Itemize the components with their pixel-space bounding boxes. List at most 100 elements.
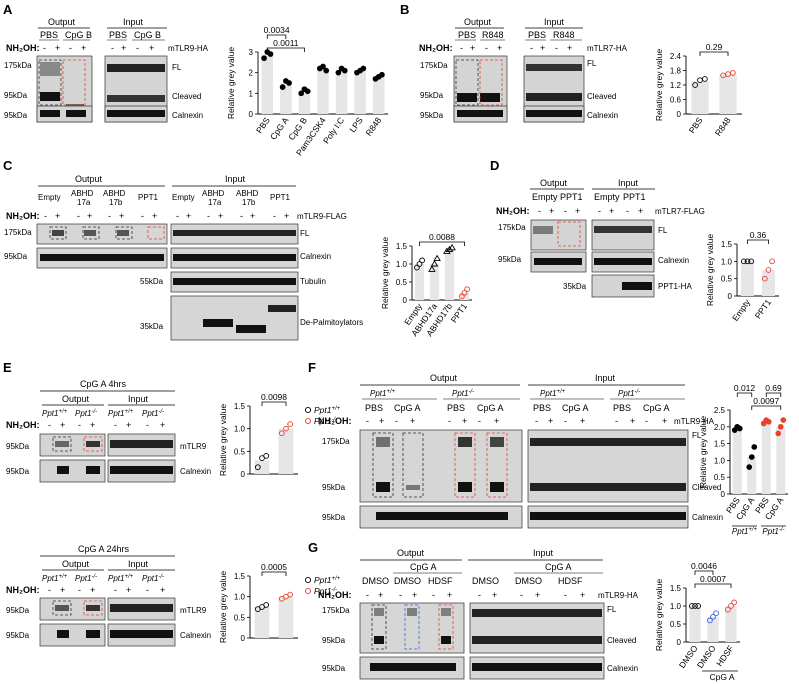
data-point xyxy=(419,257,425,264)
svg-text:+: + xyxy=(81,43,86,53)
data-point xyxy=(459,293,465,300)
data-point xyxy=(416,261,423,267)
nh2oh-label: NH₂OH: xyxy=(6,211,40,221)
svg-text:PBS: PBS xyxy=(365,403,383,413)
mw-label: 95kDa xyxy=(498,255,522,264)
mw-label: 95kDa xyxy=(4,91,28,100)
svg-text:+: + xyxy=(119,211,124,221)
p-value: 0.0088 xyxy=(429,232,455,242)
input-label: Input xyxy=(128,394,149,404)
svg-text:+: + xyxy=(218,211,223,221)
p-value: 0.0046 xyxy=(691,561,717,571)
band-label: Calnexin xyxy=(180,631,211,640)
svg-text:-: - xyxy=(485,43,488,53)
y-axis-label: Relative grey value xyxy=(698,416,708,489)
svg-text:-: - xyxy=(615,416,618,426)
svg-text:-: - xyxy=(478,416,481,426)
svg-text:-: - xyxy=(564,206,567,216)
svg-text:-: - xyxy=(146,420,149,430)
data-point xyxy=(443,247,451,254)
band-label: Calnexin xyxy=(172,111,203,120)
cond-label: PBS xyxy=(458,30,476,40)
y-axis-label: Relative grey value xyxy=(218,571,228,644)
svg-text:+: + xyxy=(55,211,60,221)
band-label: Cleaved xyxy=(172,92,201,101)
band-label: FL xyxy=(607,605,617,614)
svg-text:-: - xyxy=(111,43,114,53)
svg-text:Ppt1+/+: Ppt1+/+ xyxy=(540,389,566,398)
data-point xyxy=(736,425,743,432)
svg-text:+: + xyxy=(121,43,126,53)
cpga-label: CpG A xyxy=(410,562,437,572)
svg-text:-: - xyxy=(43,43,46,53)
svg-text:+: + xyxy=(630,416,635,426)
significance-bracket xyxy=(694,583,732,588)
mw-label: 95kDa xyxy=(322,513,346,522)
band-label: Calnexin xyxy=(180,467,211,476)
genotype-labels: Ppt1+/+ Ppt1-/- Ppt1+/+ Ppt1-/- xyxy=(42,574,164,583)
svg-text:+: + xyxy=(638,206,643,216)
treatment-signs: - + - + - + - + xyxy=(460,43,572,53)
p-value: 0.0005 xyxy=(261,562,287,572)
svg-text:-: - xyxy=(555,43,558,53)
p-value: 0.0034 xyxy=(264,25,290,35)
svg-text:-: - xyxy=(598,206,601,216)
mw-label: 175kDa xyxy=(498,223,526,232)
mw-label: 175kDa xyxy=(322,437,350,446)
group-label: PPT1 xyxy=(623,192,646,202)
bar xyxy=(254,607,270,638)
bar xyxy=(254,460,270,474)
svg-text:Ppt1-/-: Ppt1-/- xyxy=(452,389,474,398)
input-label: Input xyxy=(544,17,565,27)
svg-text:PBS: PBS xyxy=(613,403,631,413)
svg-text:17a: 17a xyxy=(208,198,222,207)
cond-label: PBS xyxy=(528,30,546,40)
svg-text:PBS: PBS xyxy=(533,403,551,413)
bar xyxy=(280,83,292,114)
bar xyxy=(776,426,786,494)
mw-label: 95kDa xyxy=(322,636,346,645)
svg-text:+: + xyxy=(160,420,165,430)
svg-text:PPT1: PPT1 xyxy=(270,193,291,202)
x-tick-label: R848 xyxy=(364,115,384,138)
svg-text:+: + xyxy=(492,590,497,600)
svg-text:PPT1: PPT1 xyxy=(138,193,159,202)
svg-text:-: - xyxy=(77,211,80,221)
band-label: Calnexin xyxy=(300,252,331,261)
band-label: FL xyxy=(587,59,597,68)
data-point xyxy=(713,610,719,617)
x-tick-label: PPT1 xyxy=(449,301,470,324)
y-tick-label: 0.6 xyxy=(670,96,682,105)
svg-text:+: + xyxy=(90,420,95,430)
significance-bracket xyxy=(266,34,287,39)
y-tick-label: 1.0 xyxy=(396,260,408,269)
svg-text:+: + xyxy=(567,43,572,53)
y-tick-label: 0.5 xyxy=(234,447,246,456)
mw-label: 95kDa xyxy=(420,91,444,100)
svg-text:-: - xyxy=(240,211,243,221)
svg-text:+: + xyxy=(149,43,154,53)
svg-text:Empty: Empty xyxy=(38,193,61,202)
panel-a: A Output Input PBS CpG B PBS CpG B NH₂OH… xyxy=(3,2,388,158)
svg-text:-: - xyxy=(564,590,567,600)
svg-text:+: + xyxy=(580,590,585,600)
svg-text:ABHD: ABHD xyxy=(202,189,224,198)
condition-labels: DMSO DMSO HDSF DMSO DMSO HDSF xyxy=(362,576,583,586)
band-label: mTLR9 xyxy=(180,442,207,451)
svg-text:-: - xyxy=(564,416,567,426)
cond-label: CpG B xyxy=(134,30,161,40)
mw-label: 95kDa xyxy=(4,111,28,120)
bar xyxy=(725,606,737,642)
input-label: Input xyxy=(533,548,554,558)
svg-text:ABHD: ABHD xyxy=(236,189,258,198)
bar xyxy=(444,249,455,300)
y-axis-label: Relative grey value xyxy=(380,237,390,310)
legend-label: Ppt1-/- xyxy=(314,416,337,426)
group-labels: Empty ABHD17a ABHD17b PPT1 Empty ABHD17a… xyxy=(38,189,291,207)
data-point xyxy=(725,606,731,613)
svg-text:-: - xyxy=(520,590,523,600)
significance-bracket xyxy=(765,392,782,397)
data-point xyxy=(341,67,348,74)
svg-text:Ppt1-/-: Ppt1-/- xyxy=(618,389,640,398)
